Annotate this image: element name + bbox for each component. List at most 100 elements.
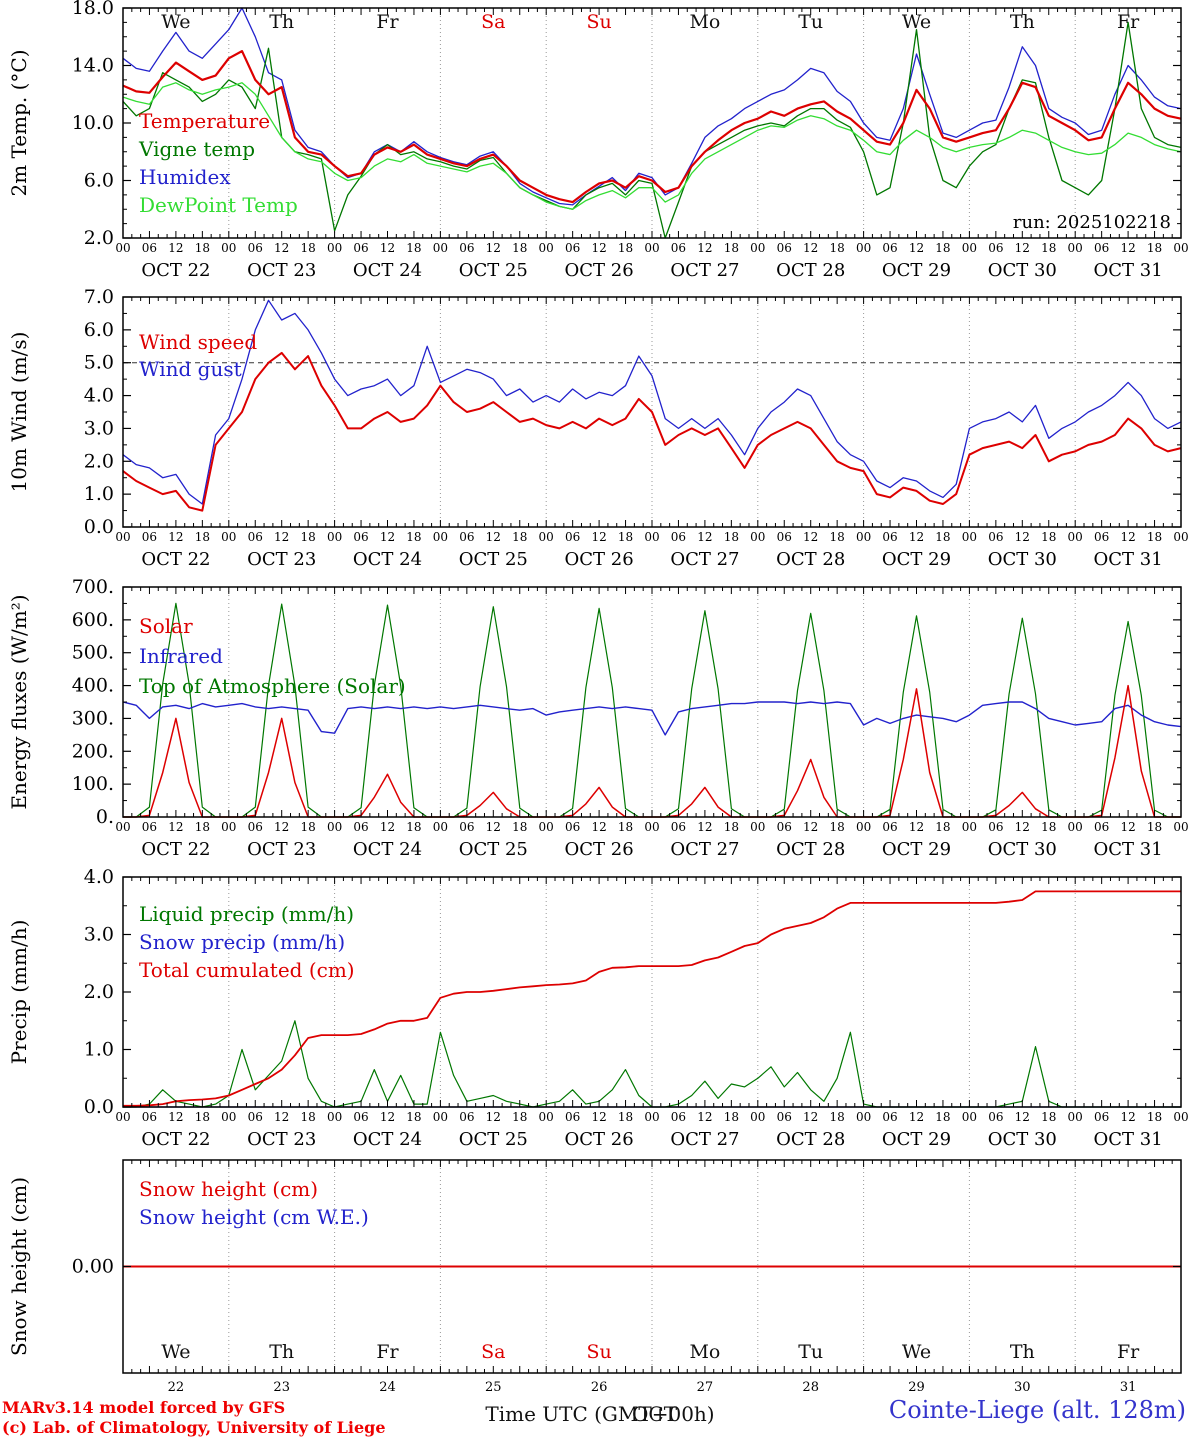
svg-text:OCT 24: OCT 24 (353, 1129, 422, 1150)
svg-text:3.0: 3.0 (84, 924, 114, 946)
svg-text:Snow height (cm): Snow height (cm) (7, 1177, 31, 1356)
svg-text:Th: Th (1010, 1341, 1035, 1363)
svg-text:29: 29 (908, 1380, 925, 1395)
svg-text:00: 00 (1068, 530, 1083, 544)
svg-text:12: 12 (803, 530, 818, 544)
svg-text:Su: Su (586, 11, 611, 33)
svg-text:06: 06 (353, 530, 368, 544)
svg-text:12: 12 (168, 820, 183, 834)
svg-text:06: 06 (248, 820, 263, 834)
svg-text:12: 12 (697, 820, 712, 834)
svg-text:00: 00 (1173, 530, 1188, 544)
svg-text:0.0: 0.0 (84, 516, 114, 538)
svg-text:00: 00 (1173, 241, 1188, 255)
svg-text:06: 06 (671, 241, 686, 255)
svg-text:Precip (mm/h): Precip (mm/h) (7, 920, 31, 1065)
svg-text:6.0: 6.0 (84, 319, 114, 341)
svg-text:06: 06 (671, 820, 686, 834)
snow-height-chart: 0.00 We Th Fr Sa Su Mo Tu We Th Fr 22 23 24 25 26 27 28 29… (7, 1159, 1182, 1395)
svg-text:Fr: Fr (1117, 1341, 1140, 1363)
svg-text:00: 00 (1068, 1110, 1083, 1124)
svg-text:Sa: Sa (481, 11, 505, 33)
precipitation-chart: 0.0 1.0 2.0 3.0 4.0 00 06 12 18 00 06 12 18 00 06 12 18 0… (7, 869, 1189, 1150)
svg-text:12: 12 (380, 530, 395, 544)
svg-text:00: 00 (644, 241, 659, 255)
svg-text:OCT 26: OCT 26 (565, 839, 634, 860)
svg-text:OCT 27: OCT 27 (670, 260, 739, 281)
svg-text:12: 12 (591, 1110, 606, 1124)
svg-text:We: We (161, 1341, 190, 1363)
svg-text:18: 18 (830, 241, 845, 255)
svg-text:18: 18 (935, 820, 950, 834)
svg-text:7.0: 7.0 (84, 289, 114, 308)
svg-text:18: 18 (301, 820, 316, 834)
svg-text:Infrared: Infrared (139, 644, 223, 668)
svg-text:18: 18 (1041, 1110, 1056, 1124)
svg-text:18: 18 (618, 820, 633, 834)
svg-text:OCT 25: OCT 25 (459, 549, 528, 570)
svg-text:00: 00 (327, 1110, 342, 1124)
svg-text:Solar: Solar (139, 614, 193, 638)
svg-text:OCT 27: OCT 27 (670, 549, 739, 570)
svg-text:00: 00 (221, 241, 236, 255)
svg-text:OCT 24: OCT 24 (353, 549, 422, 570)
svg-text:12: 12 (1120, 820, 1135, 834)
svg-text:18: 18 (195, 241, 210, 255)
svg-text:00: 00 (221, 1110, 236, 1124)
svg-text:18: 18 (1041, 530, 1056, 544)
svg-text:06: 06 (565, 241, 580, 255)
svg-text:18: 18 (406, 820, 421, 834)
svg-text:18: 18 (1041, 241, 1056, 255)
svg-text:06: 06 (882, 241, 897, 255)
svg-text:OCT 24: OCT 24 (353, 260, 422, 281)
svg-text:06: 06 (565, 530, 580, 544)
svg-text:200.: 200. (72, 740, 114, 762)
svg-text:Liquid precip (mm/h): Liquid precip (mm/h) (139, 902, 354, 926)
svg-text:00: 00 (856, 1110, 871, 1124)
svg-text:18: 18 (830, 820, 845, 834)
svg-text:00: 00 (433, 820, 448, 834)
svg-text:12: 12 (380, 1110, 395, 1124)
svg-text:Fr: Fr (376, 1341, 399, 1363)
svg-text:Snow height (cm W.E.): Snow height (cm W.E.) (139, 1205, 369, 1229)
svg-text:00: 00 (539, 1110, 554, 1124)
svg-text:00: 00 (644, 820, 659, 834)
svg-text:18: 18 (301, 530, 316, 544)
svg-text:00: 00 (1173, 820, 1188, 834)
svg-text:12: 12 (486, 1110, 501, 1124)
svg-text:06: 06 (142, 820, 157, 834)
svg-text:12: 12 (591, 820, 606, 834)
svg-text:1.0: 1.0 (84, 1039, 114, 1061)
svg-text:OCT 23: OCT 23 (247, 260, 316, 281)
svg-text:6.0: 6.0 (84, 170, 114, 192)
svg-text:OCT 31: OCT 31 (1094, 260, 1163, 281)
svg-text:12: 12 (274, 241, 289, 255)
svg-text:00: 00 (962, 241, 977, 255)
svg-text:Tu: Tu (798, 11, 823, 33)
svg-text:Su: Su (586, 1341, 611, 1363)
station-title: Cointe-Liege (alt. 128m) (888, 1396, 1186, 1424)
svg-text:OCT 30: OCT 30 (988, 260, 1057, 281)
svg-text:12: 12 (909, 241, 924, 255)
wind-chart: 0.0 1.0 2.0 3.0 4.0 5.0 6.0 7.0 00 06 12 18 00 06 12 18… (7, 289, 1189, 570)
svg-text:00: 00 (221, 530, 236, 544)
svg-text:OCT 30: OCT 30 (988, 1129, 1057, 1150)
svg-text:Total cumulated (cm): Total cumulated (cm) (139, 958, 355, 982)
svg-text:Fr: Fr (1117, 11, 1140, 33)
svg-text:06: 06 (248, 1110, 263, 1124)
svg-text:12: 12 (909, 1110, 924, 1124)
svg-text:00: 00 (221, 820, 236, 834)
svg-text:12: 12 (803, 1110, 818, 1124)
svg-text:00: 00 (433, 241, 448, 255)
svg-text:12: 12 (380, 241, 395, 255)
svg-text:06: 06 (459, 820, 474, 834)
svg-text:18: 18 (618, 530, 633, 544)
svg-text:06: 06 (671, 530, 686, 544)
svg-text:OCT 23: OCT 23 (247, 1129, 316, 1150)
svg-text:700.: 700. (72, 579, 114, 598)
svg-text:OCT 25: OCT 25 (459, 839, 528, 860)
svg-text:OCT 31: OCT 31 (1094, 1129, 1163, 1150)
svg-text:00: 00 (433, 1110, 448, 1124)
svg-text:12: 12 (697, 1110, 712, 1124)
svg-text:Th: Th (1010, 11, 1035, 33)
